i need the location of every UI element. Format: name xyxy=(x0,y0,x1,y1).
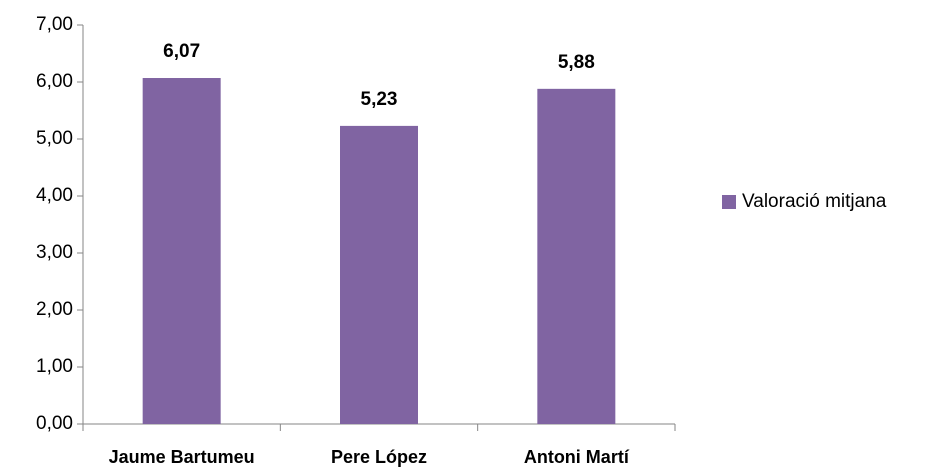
x-tick-label: Jaume Bartumeu xyxy=(109,447,255,467)
data-label: 5,88 xyxy=(558,52,595,73)
y-tick-label: 0,00 xyxy=(36,413,73,434)
data-label: 6,07 xyxy=(163,41,200,62)
bar xyxy=(537,88,616,424)
y-tick-label: 2,00 xyxy=(36,299,73,320)
y-tick-label: 3,00 xyxy=(36,242,73,263)
y-tick-label: 6,00 xyxy=(36,71,73,92)
y-tick-label: 4,00 xyxy=(36,185,73,206)
x-tick-label: Antoni Martí xyxy=(524,447,630,467)
legend-label: Valoració mitjana xyxy=(742,191,887,212)
y-tick-label: 1,00 xyxy=(36,356,73,377)
y-tick-label: 5,00 xyxy=(36,128,73,149)
bar xyxy=(142,78,221,424)
data-label: 5,23 xyxy=(361,89,398,110)
x-tick-label: Pere López xyxy=(331,447,427,467)
legend-swatch xyxy=(722,195,736,209)
bar xyxy=(340,125,418,424)
y-tick-label: 7,00 xyxy=(36,14,73,35)
